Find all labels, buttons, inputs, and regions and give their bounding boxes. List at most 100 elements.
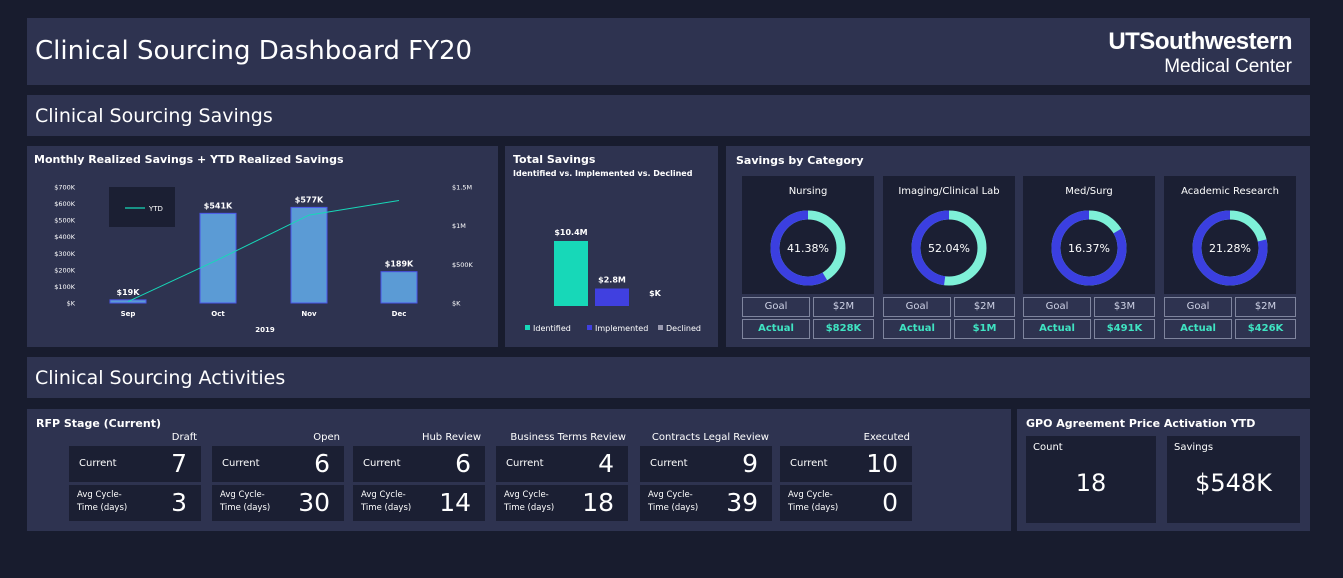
- rfp-cycle-box-draft: Avg Cycle- Time (days) 3: [69, 485, 201, 521]
- rfp-cycle-label-line2: Time (days): [648, 503, 699, 513]
- gpo-count-label: Count: [1033, 442, 1063, 453]
- y-tick-label: $700K: [54, 184, 76, 192]
- rfp-current-label: Current: [79, 458, 117, 469]
- rfp-current-value: 9: [742, 449, 758, 478]
- actual-value-imaging: $1M: [954, 319, 1015, 339]
- category-card-medsurg: Med/Surg 16.37%: [1023, 176, 1155, 294]
- total-savings-chart: $10.4M $2.8M $K Identified Implemented Dec…: [525, 228, 701, 333]
- monthly-bar: [290, 206, 328, 304]
- rfp-cycle-value: 39: [726, 488, 758, 517]
- section-activities-header: Clinical Sourcing Activities: [27, 357, 1310, 398]
- rfp-stage-name-executed: Executed: [863, 432, 910, 443]
- gpo-count-card: Count 18: [1026, 436, 1156, 523]
- rfp-cycle-label-line2: Time (days): [361, 503, 412, 513]
- chart-legend-box: [109, 187, 175, 227]
- donut-progress: [770, 210, 846, 286]
- monthly-bar: [199, 212, 237, 304]
- legend-declined-swatch: [658, 325, 663, 330]
- goal-label-academic: Goal: [1164, 297, 1232, 317]
- goal-value-imaging: $2M: [954, 297, 1015, 317]
- monthly-savings-title: Monthly Realized Savings + YTD Realized …: [34, 153, 344, 166]
- section-savings-title: Clinical Sourcing Savings: [35, 105, 273, 127]
- total-savings-bar-label: $K: [649, 289, 662, 298]
- rfp-cycle-label: Avg Cycle- Time (days): [361, 489, 411, 515]
- goal-label-imaging: Goal: [883, 297, 951, 317]
- y-tick-label: $300K: [54, 250, 76, 258]
- actual-label-imaging: Actual: [883, 319, 951, 339]
- rfp-cycle-label-line2: Time (days): [504, 503, 555, 513]
- rfp-cycle-value: 3: [171, 488, 187, 517]
- y-tick-label: $100K: [54, 283, 76, 291]
- x-tick-label: Oct: [211, 310, 225, 318]
- rfp-current-box-executed: Current 10: [780, 446, 912, 482]
- rfp-current-box-business-terms: Current 4: [496, 446, 628, 482]
- category-donut-academic: 21.28%: [1192, 210, 1268, 286]
- x-tick-label: Nov: [301, 310, 317, 318]
- rfp-stage-name-hub-review: Hub Review: [421, 432, 481, 443]
- rfp-cycle-box-executed: Avg Cycle- Time (days) 0: [780, 485, 912, 521]
- goal-label-medsurg: Goal: [1023, 297, 1091, 317]
- y-tick-label: $600K: [54, 200, 76, 208]
- category-name: Nursing: [788, 186, 828, 197]
- monthly-bar-label: $577K: [295, 195, 324, 204]
- category-name: Med/Surg: [1065, 186, 1113, 197]
- category-name: Academic Research: [1181, 186, 1279, 197]
- total-savings-panel: Total Savings Identified vs. Implemented…: [505, 146, 718, 347]
- rfp-cycle-label: Avg Cycle- Time (days): [648, 489, 698, 515]
- rfp-cycle-value: 0: [882, 488, 898, 517]
- actual-value-academic: $426K: [1235, 319, 1296, 339]
- y2-tick-label: $K: [452, 300, 461, 308]
- y-tick-label: $K: [67, 300, 76, 308]
- rfp-current-label: Current: [790, 458, 828, 469]
- rfp-current-label: Current: [222, 458, 260, 469]
- actual-value-nursing: $828K: [813, 319, 874, 339]
- gpo-count-value: 18: [1075, 469, 1107, 497]
- total-savings-bar: [595, 288, 629, 306]
- rfp-stage-name-open: Open: [313, 432, 340, 443]
- rfp-current-value: 6: [455, 449, 471, 478]
- donut-progress: [1051, 210, 1127, 286]
- rfp-current-label: Current: [506, 458, 544, 469]
- rfp-cycle-label: Avg Cycle- Time (days): [788, 489, 838, 515]
- monthly-bar-label: $189K: [385, 260, 414, 269]
- monthly-savings-panel: Monthly Realized Savings + YTD Realized …: [27, 146, 498, 347]
- legend-ytd-label: YTD: [148, 205, 163, 213]
- y2-tick-label: $1.5M: [452, 184, 472, 192]
- monthly-savings-chart: YTD $700K $600K $500K $400K $300K $200K $100K $…: [54, 184, 474, 335]
- donut-progress: [911, 210, 987, 286]
- total-savings-bar: [554, 241, 588, 306]
- total-savings-subtitle: Identified vs. Implemented vs. Declined: [513, 169, 693, 178]
- actual-label-academic: Actual: [1164, 319, 1232, 339]
- section-activities-title: Clinical Sourcing Activities: [35, 367, 286, 389]
- rfp-cycle-label: Avg Cycle- Time (days): [504, 489, 554, 515]
- rfp-cycle-value: 18: [582, 488, 614, 517]
- rfp-cycle-label-line1: Avg Cycle-: [220, 490, 265, 500]
- total-savings-bar-label: $2.8M: [598, 276, 626, 285]
- y2-tick-label: $500K: [452, 261, 474, 269]
- rfp-stage-name-contracts-legal: Contracts Legal Review: [651, 432, 769, 443]
- rfp-current-value: 4: [598, 449, 614, 478]
- category-card-nursing: Nursing 41.38%: [742, 176, 874, 294]
- logo-line-2: Medical Center: [1164, 56, 1292, 77]
- rfp-cycle-label-line2: Time (days): [220, 503, 271, 513]
- donut-percent: 52.04%: [928, 242, 970, 255]
- x-tick-label: Dec: [392, 310, 407, 318]
- page-title: Clinical Sourcing Dashboard FY20: [35, 36, 473, 66]
- rfp-cycle-label-line1: Avg Cycle-: [361, 490, 406, 500]
- category-card-imaging: Imaging/Clinical Lab 52.04%: [883, 176, 1015, 294]
- legend-implemented-swatch: [587, 325, 592, 330]
- category-donut-medsurg: 16.37%: [1051, 210, 1127, 286]
- rfp-current-box-open: Current 6: [212, 446, 344, 482]
- category-card-academic: Academic Research 21.28%: [1164, 176, 1296, 294]
- rfp-current-box-hub-review: Current 6: [353, 446, 485, 482]
- y-tick-label: $400K: [54, 233, 76, 241]
- rfp-cycle-label-line1: Avg Cycle-: [77, 490, 122, 500]
- rfp-cycle-label-line2: Time (days): [77, 503, 128, 513]
- donut-percent: 41.38%: [787, 242, 829, 255]
- x-tick-label: Sep: [121, 310, 136, 318]
- gpo-savings-card: Savings $548K: [1167, 436, 1300, 523]
- gpo-panel: GPO Agreement Price Activation YTD Count…: [1017, 409, 1310, 531]
- category-name: Imaging/Clinical Lab: [898, 186, 1000, 197]
- category-panel: Savings by Category Nursing 41.38% Goal …: [726, 146, 1310, 347]
- rfp-current-box-draft: Current 7: [69, 446, 201, 482]
